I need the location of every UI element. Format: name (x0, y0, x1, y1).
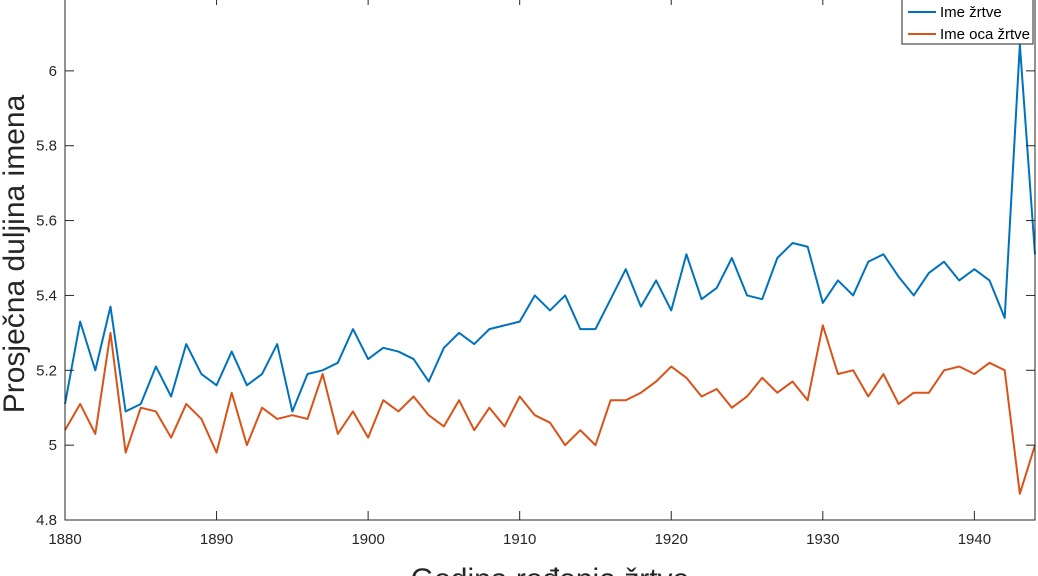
x-axis-title: Godina rođenja žrtve (411, 563, 690, 576)
series-layer (64, 43, 1036, 495)
legend-box (901, 0, 1034, 45)
y-tick-label: 5.2 (36, 362, 57, 379)
x-tick-label: 1900 (351, 531, 384, 548)
x-tick-label: 1910 (503, 531, 536, 548)
y-tick-label: 5.4 (36, 287, 57, 304)
x-tick-marks (64, 0, 975, 520)
y-tick-label: 4.8 (36, 512, 57, 529)
y-tick-label: 5 (49, 437, 57, 454)
y-tick-labels: 4.8 5 5.2 5.4 5.6 5.8 6 (36, 63, 57, 529)
plot-background (65, 0, 1035, 520)
x-tick-label: 1880 (48, 531, 81, 548)
y-axis-title: Prosječna duljina imena (0, 94, 31, 413)
x-tick-label: 1890 (200, 531, 233, 548)
x-tick-label: 1920 (655, 531, 688, 548)
y-tick-label: 5.8 (36, 138, 57, 155)
legend-label-2: Ime oca žrtve (940, 26, 1030, 43)
series-line-1 (64, 43, 1036, 413)
y-tick-label: 6 (49, 63, 57, 80)
plot-area (64, 0, 1036, 521)
x-tick-labels: 1880 1890 1900 1910 1920 1930 1940 (48, 531, 991, 548)
series-line-2 (64, 324, 1036, 495)
x-tick-label: 1930 (806, 531, 839, 548)
legend: Ime žrtve Ime oca žrtve (901, 0, 1034, 45)
y-tick-label: 5.6 (36, 213, 57, 230)
x-tick-label: 1940 (958, 531, 991, 548)
axes-box (64, 0, 1036, 521)
legend-label-1: Ime žrtve (940, 4, 1002, 21)
y-tick-marks (65, 70, 1035, 521)
